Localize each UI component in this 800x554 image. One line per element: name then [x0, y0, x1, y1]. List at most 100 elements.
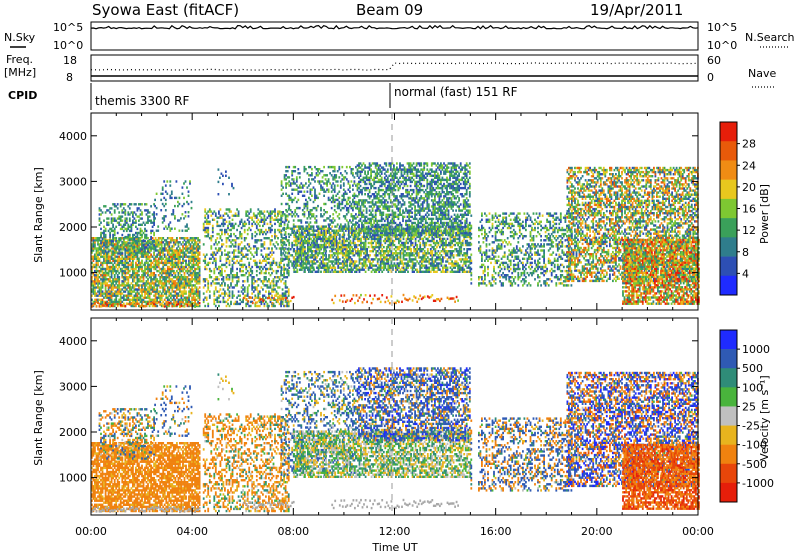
power-cell — [118, 211, 121, 214]
power-cell — [130, 274, 133, 277]
power-cell — [181, 229, 184, 232]
power-cell — [163, 288, 166, 291]
power-cell — [177, 245, 180, 248]
power-cell — [297, 233, 300, 236]
power-cell — [157, 225, 160, 228]
power-cell — [185, 269, 187, 273]
power-cell — [381, 248, 384, 251]
power-cell — [182, 286, 184, 289]
power-cell — [136, 255, 139, 258]
power-cell — [268, 226, 270, 230]
power-cell — [227, 284, 229, 287]
power-cell — [320, 270, 322, 273]
power-cell — [180, 237, 183, 240]
power-cell — [160, 271, 163, 275]
power-cell — [101, 292, 104, 295]
power-cell — [182, 294, 184, 297]
power-cell — [171, 302, 174, 306]
power-cell — [97, 290, 99, 293]
power-cell — [141, 292, 143, 295]
power-cell — [130, 253, 133, 256]
power-cell — [153, 257, 155, 260]
power-cell — [124, 211, 127, 214]
power-cell — [124, 265, 127, 269]
power-cell — [198, 239, 201, 242]
power-cell — [94, 265, 96, 269]
power-cell — [185, 241, 187, 244]
power-cell — [186, 302, 189, 306]
power-cell — [301, 209, 304, 212]
power-cell — [148, 290, 151, 293]
power-cell — [216, 300, 219, 304]
power-cell — [275, 247, 278, 250]
power-cell — [145, 255, 148, 258]
power-cell — [161, 202, 164, 206]
power-cell — [119, 267, 122, 271]
power-cell — [293, 239, 296, 243]
power-cell — [248, 220, 251, 223]
power-cell — [174, 253, 177, 256]
power-cell — [118, 276, 121, 279]
power-cell — [150, 282, 152, 285]
power-cell — [177, 259, 180, 262]
power-cell — [118, 284, 121, 287]
power-cell — [101, 286, 104, 289]
power-cell — [113, 251, 116, 254]
power-cell — [280, 180, 283, 183]
power-cell — [142, 269, 145, 273]
power-cell — [249, 304, 252, 308]
power-cell — [128, 239, 131, 242]
power-cell — [172, 213, 175, 216]
power-cell — [100, 286, 102, 289]
power-cell — [216, 216, 219, 219]
power-cell — [284, 276, 287, 279]
power-cell — [133, 284, 136, 287]
power-cell — [104, 235, 107, 239]
power-cell — [176, 292, 178, 295]
power-cell — [110, 282, 113, 285]
power-cell — [265, 296, 267, 299]
power-cell — [150, 292, 152, 295]
power-cell — [291, 200, 294, 204]
power-cell — [92, 255, 95, 258]
power-cell — [144, 240, 146, 243]
power-cell — [138, 242, 140, 245]
power-cell — [271, 267, 273, 271]
power-cell — [171, 286, 174, 289]
power-cell — [150, 255, 152, 258]
power-cell — [160, 286, 163, 289]
power-cell — [104, 257, 107, 260]
power-cell — [258, 304, 261, 308]
power-cell — [176, 296, 178, 299]
power-cell — [251, 286, 254, 289]
power-cell — [122, 278, 125, 281]
power-cell — [107, 243, 110, 246]
power-cell — [224, 228, 226, 232]
power-cell — [284, 304, 287, 308]
power-cell — [344, 198, 347, 202]
power-cell — [138, 267, 140, 271]
power-cell — [107, 269, 110, 273]
power-cell — [198, 269, 201, 273]
power-cell — [246, 232, 249, 236]
power-cell — [185, 298, 187, 301]
power-cell — [338, 258, 341, 261]
power-cell — [119, 257, 122, 260]
power-cell — [104, 278, 107, 281]
power-cell — [103, 229, 105, 233]
power-cell — [198, 247, 201, 250]
power-cell — [92, 274, 95, 277]
power-cell — [181, 204, 184, 208]
power-cell — [98, 257, 101, 260]
power-cell — [319, 264, 321, 267]
power-cell — [174, 304, 177, 308]
power-cell — [169, 292, 172, 295]
power-cell — [112, 271, 114, 275]
power-cell — [135, 252, 137, 255]
power-cell — [179, 280, 181, 283]
power-cell — [338, 213, 341, 216]
power-cell — [135, 298, 137, 301]
power-cell — [128, 233, 131, 237]
power-cell — [236, 282, 238, 285]
power-cell — [282, 211, 284, 214]
